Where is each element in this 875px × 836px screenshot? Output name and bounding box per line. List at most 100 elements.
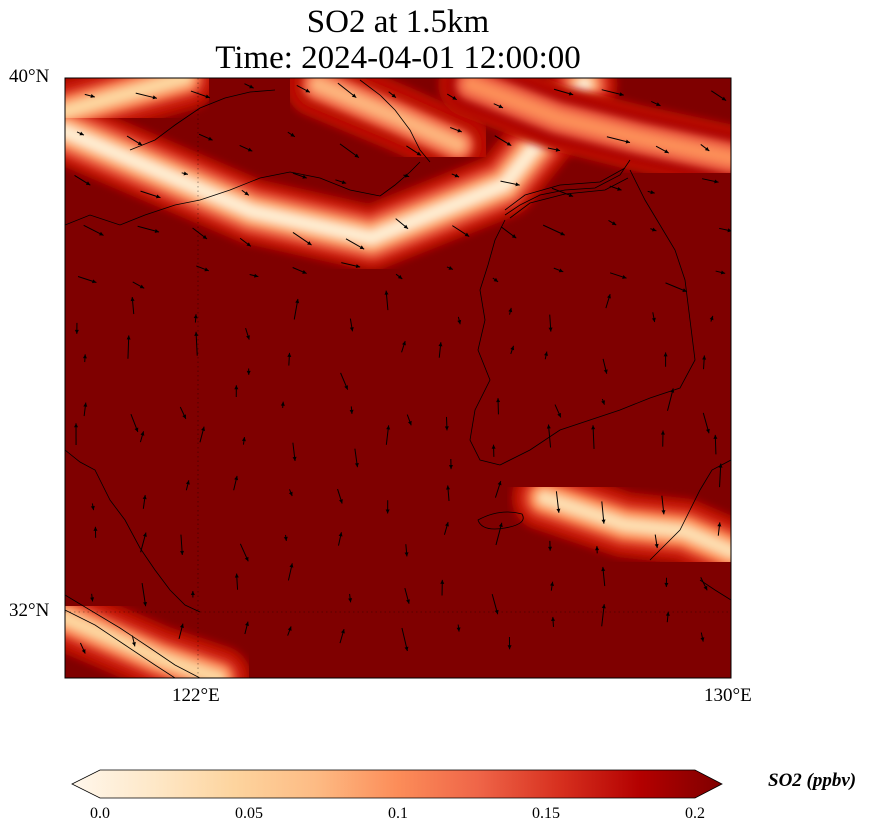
- wind-arrow: [647, 190, 655, 195]
- wind-arrow: [508, 307, 513, 315]
- wind-arrow: [601, 398, 605, 405]
- wind-arrow: [287, 131, 296, 138]
- wind-arrow: [139, 431, 145, 443]
- wind-arrow: [181, 171, 189, 176]
- coastline-japan: [649, 459, 731, 561]
- wind-arrow: [241, 436, 246, 445]
- lat-label-40n: 40°N: [9, 66, 50, 87]
- wind-arrow: [337, 82, 357, 99]
- coastline-layer: [65, 79, 731, 678]
- wind-arrow: [553, 267, 564, 273]
- wind-arrow: [349, 318, 354, 332]
- wind-arrow: [348, 593, 353, 603]
- wind-arrow: [510, 345, 515, 355]
- wind-arrow: [492, 277, 499, 283]
- wind-arrow: [651, 100, 661, 107]
- wind-arrow: [651, 312, 656, 323]
- wind-arrow: [446, 93, 457, 101]
- wind-arrow: [457, 316, 462, 325]
- wind-arrow: [190, 590, 195, 598]
- wind-arrow: [496, 398, 501, 415]
- wind-arrow: [185, 480, 190, 491]
- wind-arrow: [500, 180, 520, 187]
- wind-arrow: [663, 352, 668, 367]
- wind-arrow: [555, 491, 561, 513]
- wind-arrow: [179, 406, 187, 420]
- wind-arrow: [450, 127, 463, 133]
- wind-arrow: [660, 430, 665, 447]
- wind-arrow: [83, 402, 88, 417]
- wind-arrow: [494, 135, 512, 147]
- wind-arrow: [190, 90, 211, 99]
- wind-arrow: [664, 577, 669, 587]
- wind-arrow: [609, 272, 627, 279]
- so2-plume-band: [65, 78, 193, 120]
- wind-arrow: [602, 358, 608, 374]
- wind-arrow: [406, 414, 412, 426]
- wind-arrow: [591, 425, 596, 449]
- wind-arrow: [141, 582, 148, 607]
- wind-arrow: [701, 178, 719, 184]
- wind-arrow: [239, 237, 252, 247]
- wind-arrow: [444, 416, 449, 431]
- so2-plume: [438, 78, 731, 191]
- wind-arrow: [74, 423, 79, 445]
- wind-arrow: [292, 442, 297, 462]
- wind-arrow: [544, 351, 548, 360]
- wind-arrow: [404, 587, 410, 604]
- wind-arrow: [650, 227, 657, 232]
- lat-label-32n: 32°N: [9, 600, 50, 621]
- wind-arrow: [126, 335, 131, 359]
- wind-arrow: [443, 521, 449, 535]
- wind-arrow: [77, 275, 97, 284]
- wind-arrow: [548, 540, 553, 551]
- wind-arrow: [385, 425, 391, 445]
- wind-arrow: [605, 293, 611, 309]
- wind-arrow: [551, 616, 556, 627]
- wind-arrow: [142, 494, 147, 509]
- wind-arrow: [292, 232, 312, 246]
- wind-arrow: [74, 322, 79, 334]
- wind-arrow: [199, 426, 206, 443]
- colorbar-tick-1: 0.05: [235, 805, 263, 822]
- wind-arrow: [551, 187, 574, 197]
- wind-arrow: [140, 190, 161, 199]
- wind-arrow: [126, 135, 143, 146]
- coastline-korea-south: [499, 169, 696, 466]
- lon-label-122e: 122°E: [172, 685, 220, 706]
- wind-arrow: [446, 266, 454, 270]
- coastline-bohai: [129, 89, 276, 151]
- wind-arrow: [287, 352, 292, 366]
- wind-arrow: [79, 642, 86, 654]
- wind-arrow: [550, 581, 555, 591]
- wind-arrow: [90, 593, 95, 602]
- wind-arrow: [401, 627, 409, 652]
- wind-arrow: [384, 290, 389, 311]
- so2-plume-band: [65, 78, 593, 246]
- wind-arrow: [296, 85, 311, 93]
- wind-arrow: [249, 273, 259, 278]
- wind-arrow: [606, 136, 631, 144]
- wind-arrow: [341, 262, 361, 269]
- wind-arrow: [548, 314, 553, 332]
- wind-arrow: [241, 189, 250, 196]
- wind-arrow: [700, 632, 705, 642]
- wind-arrow: [609, 185, 622, 191]
- wind-arrow: [500, 226, 517, 239]
- wind-arrow: [440, 579, 445, 596]
- lon-label-130e: 130°E: [704, 685, 752, 706]
- wind-arrow: [406, 145, 422, 156]
- wind-arrow: [718, 463, 723, 488]
- wind-arrow: [293, 298, 300, 320]
- wind-arrow: [491, 594, 499, 615]
- wind-arrow: [388, 91, 397, 99]
- so2-plume-layer: [65, 78, 731, 678]
- wind-arrow: [700, 577, 708, 591]
- wind-arrow: [456, 624, 461, 632]
- wind-arrow: [135, 92, 158, 100]
- wind-arrow: [710, 90, 727, 101]
- wind-arrow: [283, 534, 288, 542]
- wind-arrow: [493, 103, 504, 109]
- wind-arrow: [137, 225, 160, 233]
